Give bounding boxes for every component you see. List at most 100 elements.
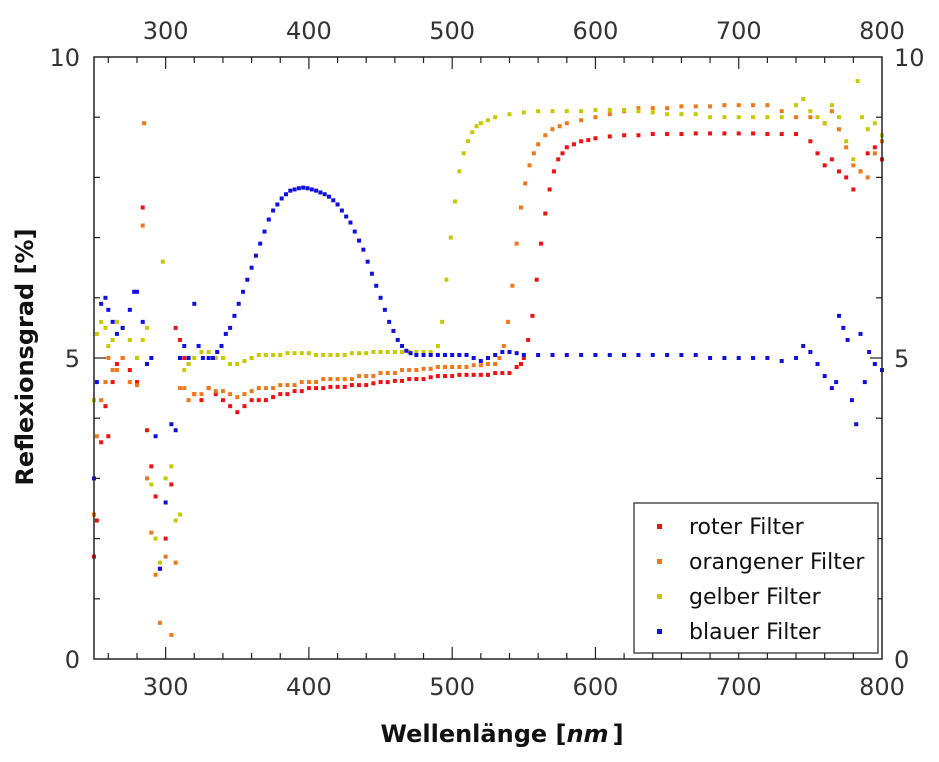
data-point [94, 331, 99, 336]
data-point [279, 196, 284, 201]
data-point [636, 106, 641, 111]
data-point [232, 313, 237, 318]
data-point [271, 395, 276, 400]
data-point [550, 352, 555, 357]
data-point [157, 566, 162, 571]
data-point [182, 356, 187, 360]
data-point [103, 380, 108, 385]
data-point [306, 386, 311, 391]
data-point [186, 356, 191, 360]
data-point [192, 356, 197, 360]
data-point [357, 351, 362, 356]
y-tick-label-right: 5 [894, 345, 909, 373]
data-point [527, 163, 532, 168]
legend-label: orangener Filter [689, 550, 865, 575]
data-point [306, 380, 311, 385]
data-point [855, 79, 860, 84]
data-point [114, 331, 119, 336]
legend-marker [657, 524, 662, 529]
data-point [579, 109, 584, 114]
data-point [177, 512, 182, 517]
data-point [536, 142, 541, 147]
data-point [471, 372, 476, 377]
data-point [309, 187, 314, 192]
data-point [829, 157, 834, 162]
data-point [271, 352, 276, 357]
data-point [99, 319, 104, 324]
data-point [271, 208, 276, 213]
legend-marker [657, 594, 662, 599]
data-point [636, 109, 641, 114]
data-point [400, 368, 405, 373]
data-point [99, 398, 104, 403]
data-point [192, 301, 197, 306]
data-point [550, 127, 555, 132]
data-point [99, 440, 104, 445]
data-point [153, 536, 158, 541]
data-point [622, 133, 627, 138]
data-point [607, 134, 612, 139]
data-point [470, 130, 475, 135]
data-point [443, 374, 448, 379]
data-point [428, 349, 433, 354]
x-tick-label-top: 400 [286, 17, 332, 45]
data-point [352, 229, 357, 234]
data-point [385, 349, 390, 354]
data-point [521, 352, 526, 357]
data-point [507, 349, 512, 354]
data-point [322, 192, 327, 197]
data-point [331, 198, 336, 203]
data-point [262, 229, 267, 234]
data-point [186, 362, 191, 367]
data-point [872, 362, 877, 367]
data-point [844, 175, 849, 180]
data-point [321, 377, 326, 382]
data-point [110, 380, 115, 385]
data-point [837, 169, 842, 174]
data-point [464, 365, 469, 370]
data-point [801, 97, 806, 102]
data-point [536, 352, 541, 357]
data-point [145, 325, 150, 330]
data-point [500, 371, 505, 376]
data-point [186, 398, 191, 403]
data-point [865, 151, 870, 156]
data-point [518, 362, 523, 367]
data-point [253, 253, 258, 258]
data-point [392, 371, 397, 376]
data-point [157, 560, 162, 565]
data-point [306, 351, 311, 356]
data-point [242, 404, 247, 409]
data-point [428, 366, 433, 371]
data-point [157, 620, 162, 625]
data-point [235, 410, 240, 415]
data-point [507, 112, 512, 117]
data-point [421, 352, 426, 357]
data-point [249, 265, 254, 270]
data-point [335, 202, 340, 207]
data-point [507, 371, 512, 376]
data-point [357, 383, 362, 388]
data-point [149, 356, 154, 360]
data-point [364, 374, 369, 379]
data-point [837, 127, 842, 132]
data-point [693, 131, 698, 136]
data-point [140, 337, 145, 342]
x-tick-label-bottom: 300 [143, 673, 189, 701]
data-point [110, 319, 115, 324]
data-point [650, 352, 655, 357]
data-point [501, 343, 506, 348]
data-point [564, 145, 569, 150]
data-point [228, 392, 233, 397]
data-point [779, 359, 784, 364]
data-point [299, 351, 304, 356]
data-point [392, 349, 397, 354]
data-point [314, 380, 319, 385]
data-point [474, 124, 479, 129]
data-point [182, 343, 187, 348]
data-point [285, 392, 290, 397]
data-point [318, 190, 323, 195]
data-point [708, 115, 713, 120]
data-point [779, 132, 784, 137]
data-point [149, 482, 154, 487]
